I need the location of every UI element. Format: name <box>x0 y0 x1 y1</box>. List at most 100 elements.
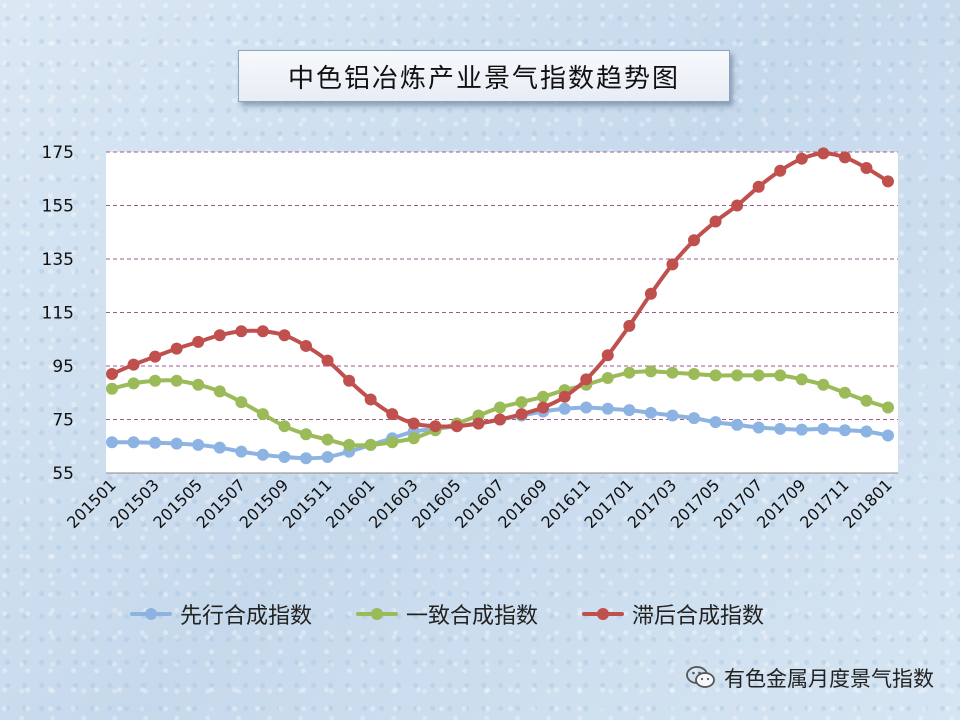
data-point-2 <box>838 151 851 164</box>
data-point-1 <box>601 372 614 385</box>
data-point-2 <box>601 349 614 362</box>
data-point-0 <box>321 450 334 463</box>
data-point-2 <box>709 215 722 228</box>
data-point-2 <box>472 417 485 430</box>
data-point-0 <box>644 406 657 419</box>
data-point-2 <box>644 287 657 300</box>
data-point-2 <box>170 342 183 355</box>
wechat-icon <box>686 666 715 688</box>
legend-label-coincident: 一致合成指数 <box>406 604 539 629</box>
data-point-0 <box>623 404 636 417</box>
data-point-1 <box>364 438 377 451</box>
data-point-0 <box>149 436 162 449</box>
data-point-2 <box>860 162 873 175</box>
data-point-2 <box>127 358 140 371</box>
data-point-0 <box>795 423 808 436</box>
y-tick-label: 175 <box>42 143 74 163</box>
data-point-0 <box>213 441 226 454</box>
data-point-2 <box>795 152 808 165</box>
data-point-2 <box>429 420 442 433</box>
data-point-1 <box>817 378 830 391</box>
data-point-2 <box>343 374 356 387</box>
data-point-1 <box>515 396 528 409</box>
data-point-1 <box>731 369 744 382</box>
data-point-0 <box>300 452 312 465</box>
watermark-text: 有色金属月度景气指数 <box>724 667 934 691</box>
legend-swatch-leading <box>130 604 172 624</box>
data-point-0 <box>235 445 248 458</box>
data-point-2 <box>558 390 571 403</box>
data-point-1 <box>321 433 334 446</box>
data-point-1 <box>106 382 118 395</box>
data-point-1 <box>494 401 506 414</box>
data-point-2 <box>774 164 787 177</box>
data-point-1 <box>386 436 399 449</box>
data-point-1 <box>882 401 894 414</box>
data-point-2 <box>494 413 506 426</box>
data-point-2 <box>300 339 312 352</box>
data-point-1 <box>256 408 269 421</box>
data-point-2 <box>537 401 550 414</box>
legend-item-lagging: 滞后合成指数 <box>582 598 764 630</box>
data-point-1 <box>235 396 248 409</box>
data-point-2 <box>235 325 248 338</box>
data-point-1 <box>149 374 162 387</box>
data-point-2 <box>192 335 205 348</box>
data-point-2 <box>386 408 399 421</box>
data-point-0 <box>666 409 679 422</box>
data-point-1 <box>407 432 420 445</box>
data-point-1 <box>709 369 722 382</box>
data-point-0 <box>170 437 183 450</box>
data-point-0 <box>731 418 744 431</box>
data-point-0 <box>882 429 894 442</box>
data-point-1 <box>752 369 765 382</box>
data-point-0 <box>688 412 700 425</box>
data-point-2 <box>580 373 593 386</box>
y-tick-label: 55 <box>52 464 74 484</box>
data-point-0 <box>709 416 722 429</box>
legend-item-coincident: 一致合成指数 <box>356 598 538 630</box>
data-point-0 <box>256 448 269 461</box>
y-tick-label: 95 <box>52 357 74 377</box>
chart-legend: 先行合成指数 一致合成指数 滞后合成指数 <box>130 596 850 632</box>
data-point-2 <box>407 417 420 430</box>
legend-swatch-coincident <box>356 604 399 624</box>
data-point-1 <box>666 366 679 379</box>
data-point-2 <box>731 199 744 212</box>
data-point-1 <box>278 420 291 433</box>
data-point-1 <box>688 368 700 381</box>
data-point-1 <box>623 366 636 379</box>
data-point-0 <box>817 422 830 435</box>
data-point-1 <box>838 386 851 399</box>
data-point-1 <box>127 377 140 390</box>
data-point-2 <box>817 147 830 160</box>
data-point-2 <box>752 180 765 193</box>
data-point-1 <box>795 373 808 386</box>
data-point-0 <box>752 421 765 434</box>
data-point-0 <box>558 402 571 415</box>
data-point-1 <box>644 365 657 378</box>
watermark: 有色金属月度景气指数 <box>686 663 934 693</box>
data-point-1 <box>300 428 312 441</box>
data-point-2 <box>364 393 377 406</box>
data-point-1 <box>192 378 205 391</box>
data-point-1 <box>170 374 183 387</box>
legend-label-leading: 先行合成指数 <box>180 604 313 629</box>
data-point-2 <box>450 420 463 433</box>
legend-item-leading: 先行合成指数 <box>130 598 312 630</box>
data-point-2 <box>149 350 162 363</box>
data-point-2 <box>256 325 269 338</box>
data-point-2 <box>106 368 118 381</box>
data-point-1 <box>213 385 226 398</box>
y-tick-label: 155 <box>42 197 74 217</box>
data-point-0 <box>580 401 593 414</box>
data-point-2 <box>882 175 894 188</box>
data-point-1 <box>860 394 873 407</box>
legend-swatch-lagging <box>582 604 625 624</box>
chart-title: 中色铝冶炼产业景气指数趋势图 <box>238 50 730 102</box>
data-point-1 <box>343 438 356 451</box>
y-tick-label: 75 <box>52 411 74 431</box>
data-point-1 <box>774 369 787 382</box>
data-point-2 <box>666 258 679 271</box>
data-point-2 <box>688 234 700 247</box>
